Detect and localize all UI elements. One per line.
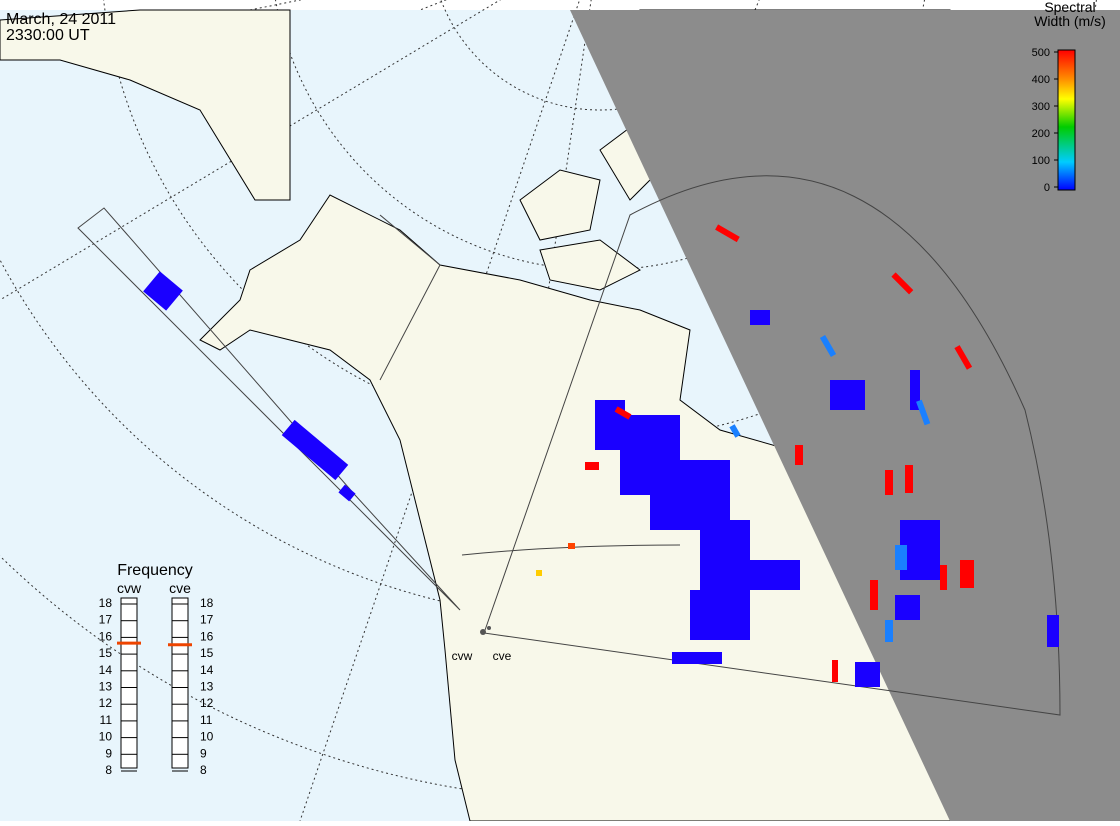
frequency-tick-label: 12 (99, 696, 113, 710)
time: 2330:00 UT (6, 27, 90, 44)
frequency-title: Frequency (117, 562, 193, 579)
colorbar-title: Width (m/s) (1034, 13, 1106, 29)
colorbar-tick-label: 0 (1044, 182, 1050, 194)
frequency-tick-label: 13 (200, 680, 214, 694)
station-label: cve (493, 649, 512, 663)
colorbar (1057, 49, 1076, 191)
night-shade (570, 10, 1120, 821)
frequency-tick-label: 11 (100, 713, 113, 727)
colorbar-title: Spectral (1044, 0, 1095, 15)
colorbar-tick-label: 100 (1032, 155, 1050, 167)
colorbar-tick-label: 500 (1032, 47, 1050, 59)
frequency-tick-label: 10 (99, 730, 113, 744)
frequency-tick-label: 15 (200, 646, 214, 660)
frequency-tick-label: 12 (200, 696, 214, 710)
frequency-box (171, 597, 189, 769)
date: March, 24 2011 (6, 11, 116, 28)
colorbar-tick-label: 200 (1032, 128, 1050, 140)
frequency-tick-label: 14 (200, 663, 214, 677)
colorbar-tick-label: 400 (1032, 74, 1050, 86)
frequency-tick-label: 8 (200, 763, 207, 777)
frequency-tick-label: 15 (99, 646, 113, 660)
radar-name: cve (169, 580, 191, 596)
top-strip (0, 0, 1120, 10)
frequency-tick-label: 13 (99, 680, 113, 694)
station-cve (487, 626, 491, 630)
frequency-box (120, 597, 138, 769)
station-label: cvw (452, 649, 473, 663)
frequency-tick-label: 14 (99, 663, 113, 677)
frequency-tick-label: 17 (99, 613, 113, 627)
scatter-cells (143, 224, 1059, 687)
frequency-tick-label: 17 (200, 613, 214, 627)
colorbar-tick-label: 300 (1032, 101, 1050, 113)
frequency-tick-label: 18 (99, 596, 113, 610)
frequency-tick-label: 9 (200, 746, 207, 760)
station-cvw (480, 629, 486, 635)
frequency-tick-label: 10 (200, 730, 214, 744)
radar-fields (77, 175, 1061, 716)
frequency-tick-label: 9 (105, 746, 112, 760)
frequency-tick-label: 16 (99, 629, 113, 643)
frequency-tick-label: 8 (105, 763, 112, 777)
frequency-tick-label: 16 (200, 629, 214, 643)
frequency-tick-label: 11 (200, 713, 213, 727)
radar-name: cvw (117, 580, 142, 596)
frequency-tick-label: 18 (200, 596, 214, 610)
